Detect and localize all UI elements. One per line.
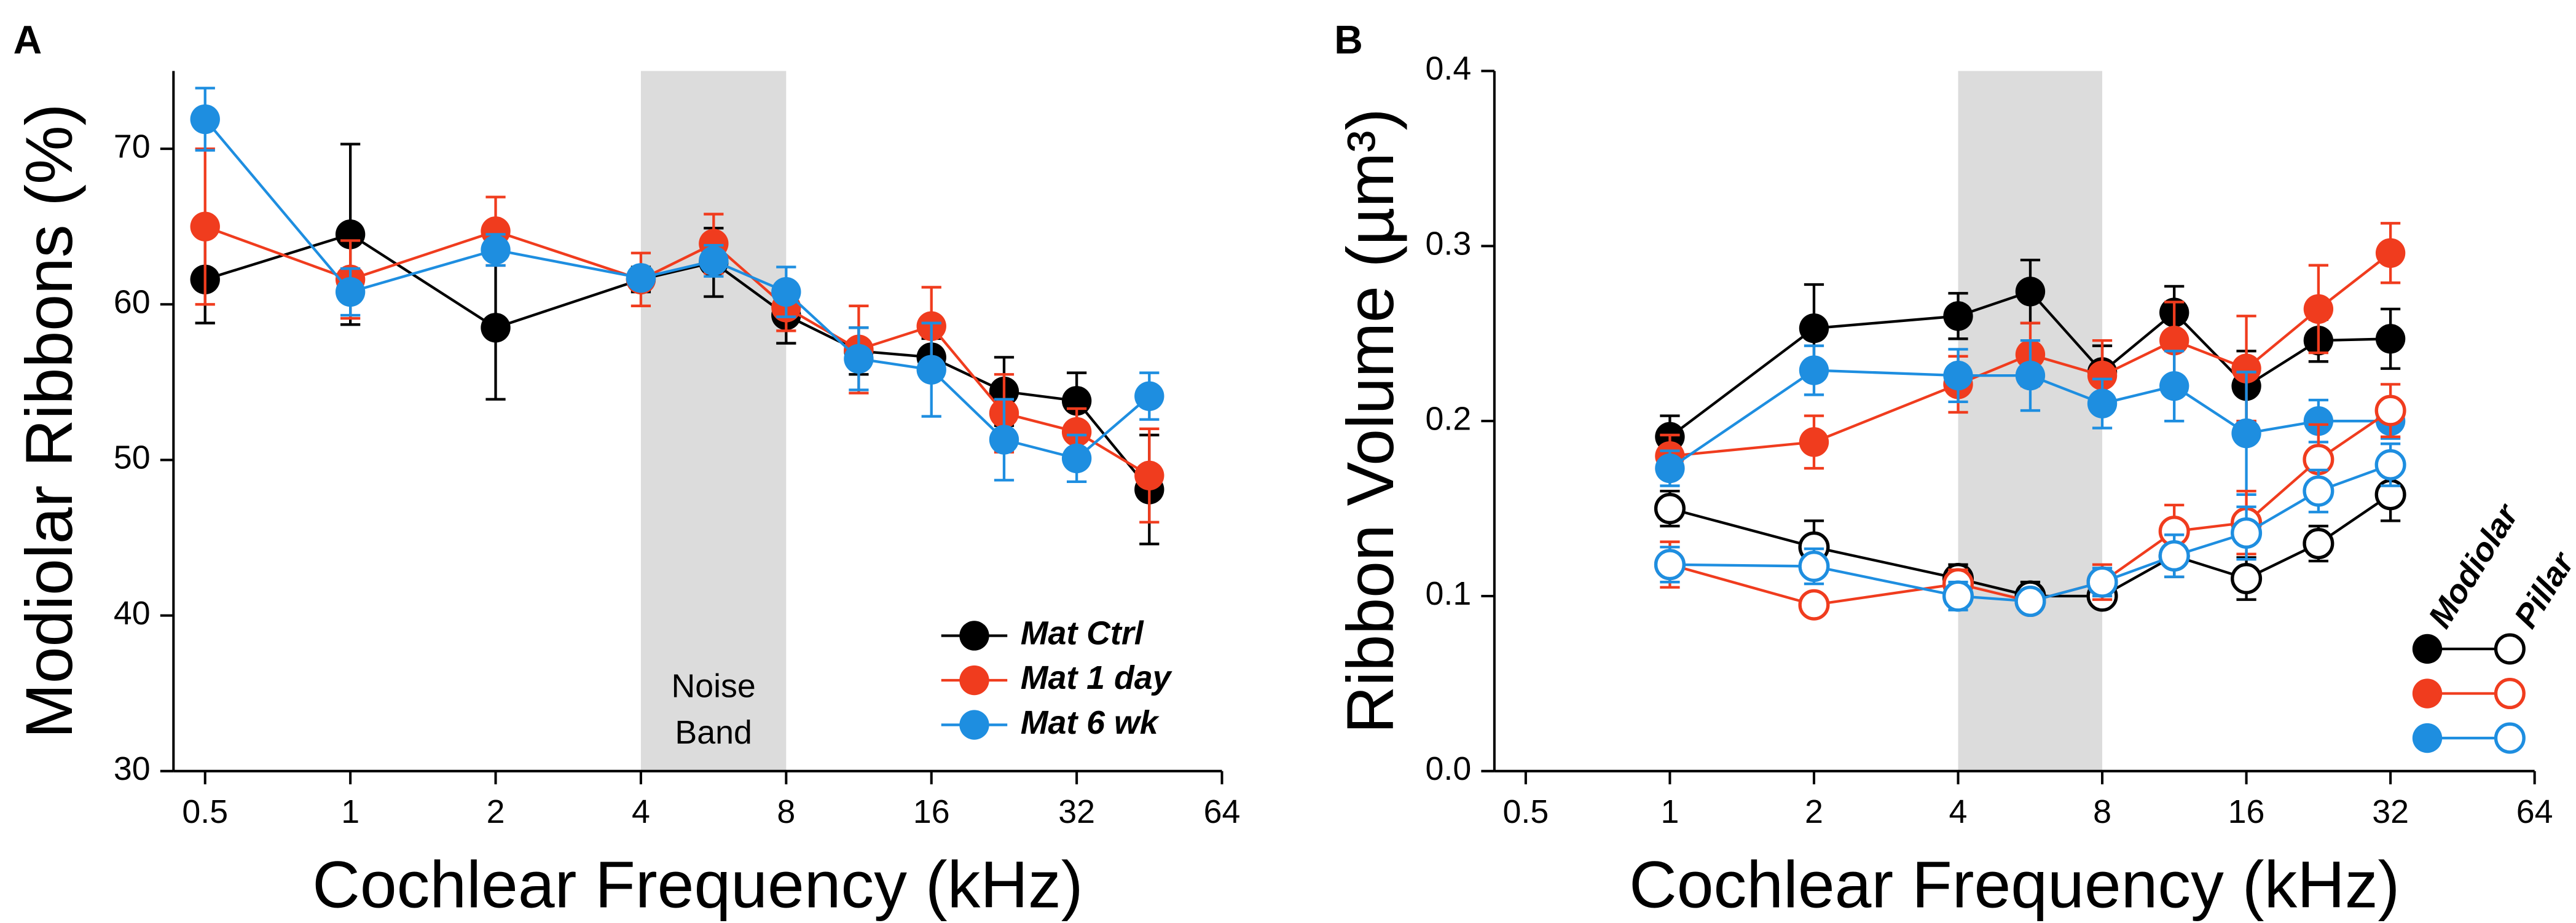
- x-tick-label: 64: [1204, 793, 1241, 830]
- marker: [1655, 453, 1685, 484]
- panel-label: B: [1334, 18, 1363, 62]
- x-tick-label: 16: [2228, 793, 2265, 830]
- x-tick-label: 4: [632, 793, 650, 830]
- x-tick-label: 1: [1660, 793, 1679, 830]
- x-axis-title: Cochlear Frequency (kHz): [312, 848, 1083, 922]
- marker: [2303, 475, 2334, 507]
- marker: [1798, 589, 1830, 621]
- marker: [2087, 360, 2118, 391]
- marker: [481, 235, 511, 265]
- x-tick-label: 8: [2093, 793, 2111, 830]
- legend-marker: [2412, 634, 2443, 664]
- marker: [2231, 418, 2261, 449]
- marker: [626, 263, 656, 293]
- y-tick-label: 0.4: [1426, 50, 1472, 87]
- marker: [1942, 580, 1974, 612]
- marker: [2374, 449, 2406, 481]
- noise-band: [640, 71, 787, 771]
- x-tick-label: 2: [487, 793, 505, 830]
- marker: [2086, 566, 2118, 598]
- y-tick-label: 30: [114, 750, 151, 787]
- legend-marker: [2412, 723, 2443, 753]
- legend-header: Pillar: [2507, 544, 2576, 634]
- marker: [2159, 371, 2189, 401]
- legend-marker: [959, 665, 989, 696]
- marker: [190, 211, 220, 242]
- marker: [771, 277, 801, 307]
- marker: [2231, 517, 2263, 549]
- x-tick-label: 32: [2372, 793, 2409, 830]
- legend-label: Mat 1 day: [1021, 659, 1173, 696]
- x-tick-label: 2: [1805, 793, 1823, 830]
- legend-marker: [2412, 678, 2443, 709]
- marker: [1134, 460, 1164, 490]
- marker: [844, 344, 874, 374]
- marker: [1799, 313, 1829, 344]
- x-tick-label: 8: [777, 793, 795, 830]
- marker: [699, 246, 729, 276]
- legend-marker: [959, 710, 989, 740]
- legend-label: Mat 6 wk: [1021, 704, 1160, 741]
- marker: [1798, 551, 1830, 583]
- x-tick-label: 0.5: [1503, 793, 1549, 830]
- band-label: Noise: [671, 668, 755, 705]
- legend-marker: [959, 621, 989, 651]
- x-tick-label: 64: [2516, 793, 2553, 830]
- marker: [2231, 562, 2263, 595]
- marker: [1943, 301, 1973, 331]
- legend-marker: [2494, 677, 2526, 710]
- legend-marker: [2494, 722, 2526, 754]
- x-tick-label: 0.5: [182, 793, 228, 830]
- y-tick-label: 0.3: [1426, 226, 1472, 262]
- marker: [481, 313, 511, 343]
- y-tick-label: 0.1: [1426, 575, 1472, 612]
- y-axis-title: Ribbon Volume (µm³): [1333, 108, 1407, 734]
- marker: [2375, 238, 2406, 268]
- marker: [2374, 395, 2406, 426]
- x-tick-label: 16: [913, 793, 950, 830]
- marker: [2375, 324, 2406, 354]
- marker: [2303, 528, 2334, 560]
- marker: [2158, 540, 2190, 572]
- marker: [1134, 381, 1164, 411]
- marker: [989, 425, 1019, 455]
- marker: [916, 355, 946, 385]
- marker: [2303, 294, 2334, 324]
- marker: [2303, 406, 2334, 436]
- marker: [190, 104, 220, 135]
- marker: [2015, 360, 2046, 391]
- panel-label: A: [14, 18, 42, 62]
- x-tick-label: 32: [1058, 793, 1095, 830]
- y-tick-label: 70: [114, 128, 151, 165]
- marker: [1061, 417, 1092, 447]
- x-tick-label: 1: [341, 793, 359, 830]
- marker: [1799, 355, 1829, 385]
- y-tick-label: 0.0: [1426, 750, 1472, 787]
- marker: [2159, 325, 2189, 356]
- x-axis-title: Cochlear Frequency (kHz): [1629, 848, 2400, 922]
- marker: [1799, 427, 1829, 457]
- y-tick-label: 0.2: [1426, 400, 1472, 437]
- y-tick-label: 40: [114, 595, 151, 632]
- band-label: Band: [675, 714, 752, 751]
- legend-label: Mat Ctrl: [1021, 615, 1144, 652]
- marker: [1943, 360, 1973, 391]
- marker: [2231, 353, 2261, 383]
- y-tick-label: 50: [114, 439, 151, 476]
- marker: [2014, 586, 2046, 618]
- y-tick-label: 60: [114, 283, 151, 320]
- marker: [1654, 493, 1686, 525]
- marker: [2087, 388, 2118, 418]
- marker: [1061, 443, 1092, 474]
- x-tick-label: 4: [1949, 793, 1968, 830]
- marker: [335, 277, 366, 307]
- y-axis-title: Modiolar Ribbons (%): [12, 104, 86, 739]
- noise-band: [1958, 71, 2103, 771]
- marker: [1654, 549, 1686, 581]
- marker: [2015, 277, 2046, 307]
- legend-marker: [2494, 633, 2526, 665]
